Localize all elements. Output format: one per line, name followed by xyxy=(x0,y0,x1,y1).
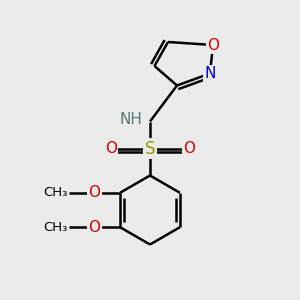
Text: CH₃: CH₃ xyxy=(43,186,68,199)
Text: S: S xyxy=(145,140,155,158)
Text: O: O xyxy=(88,220,101,235)
Text: O: O xyxy=(183,141,195,156)
Text: N: N xyxy=(204,66,216,81)
Text: O: O xyxy=(207,38,219,52)
Text: O: O xyxy=(105,141,117,156)
Text: CH₃: CH₃ xyxy=(43,221,68,234)
Text: NH: NH xyxy=(120,112,142,128)
Text: O: O xyxy=(88,185,101,200)
